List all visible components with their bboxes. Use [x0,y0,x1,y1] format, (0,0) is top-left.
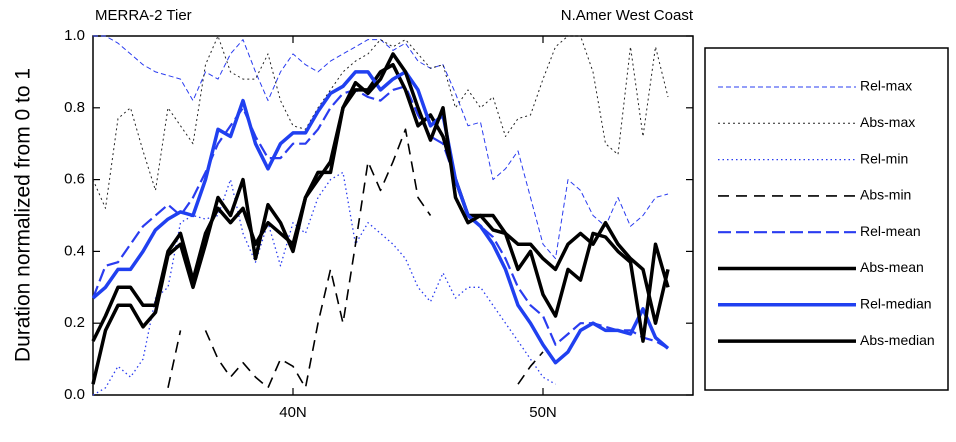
y-axis-label: Duration normalized from 0 to 1 [12,68,35,362]
y-tick-label: 0.6 [64,171,85,188]
data-line [91,52,670,385]
y-tick-label: 0.0 [64,386,85,403]
chart-title-left: MERRA-2 Tier [95,7,192,24]
data-line [91,85,669,350]
legend-label: Abs-min [860,187,911,203]
legend-label: Rel-median [860,296,932,312]
legend-box [704,47,949,391]
x-tick-label: 50N [529,404,557,421]
legend-label: Rel-max [860,78,912,94]
legend-label: Abs-mean [860,259,924,275]
legend-label: Abs-median [860,332,935,348]
y-tick-label: 0.8 [64,99,85,116]
plot-frame [92,35,694,396]
data-line [92,171,556,396]
y-tick-label: 1.0 [64,27,85,44]
data-line [93,35,669,260]
legend-label: Rel-mean [860,223,921,239]
legend-label: Rel-min [860,150,908,166]
y-tick-label: 0.4 [64,242,85,259]
data-line [91,62,670,342]
x-tick-label: 40N [279,404,307,421]
legend-label: Abs-max [860,114,915,130]
data-line [167,128,544,389]
data-line [91,70,670,365]
data-line [92,35,669,209]
chart-title-right: N.Amer West Coast [561,7,694,24]
y-tick-label: 0.2 [64,314,85,331]
